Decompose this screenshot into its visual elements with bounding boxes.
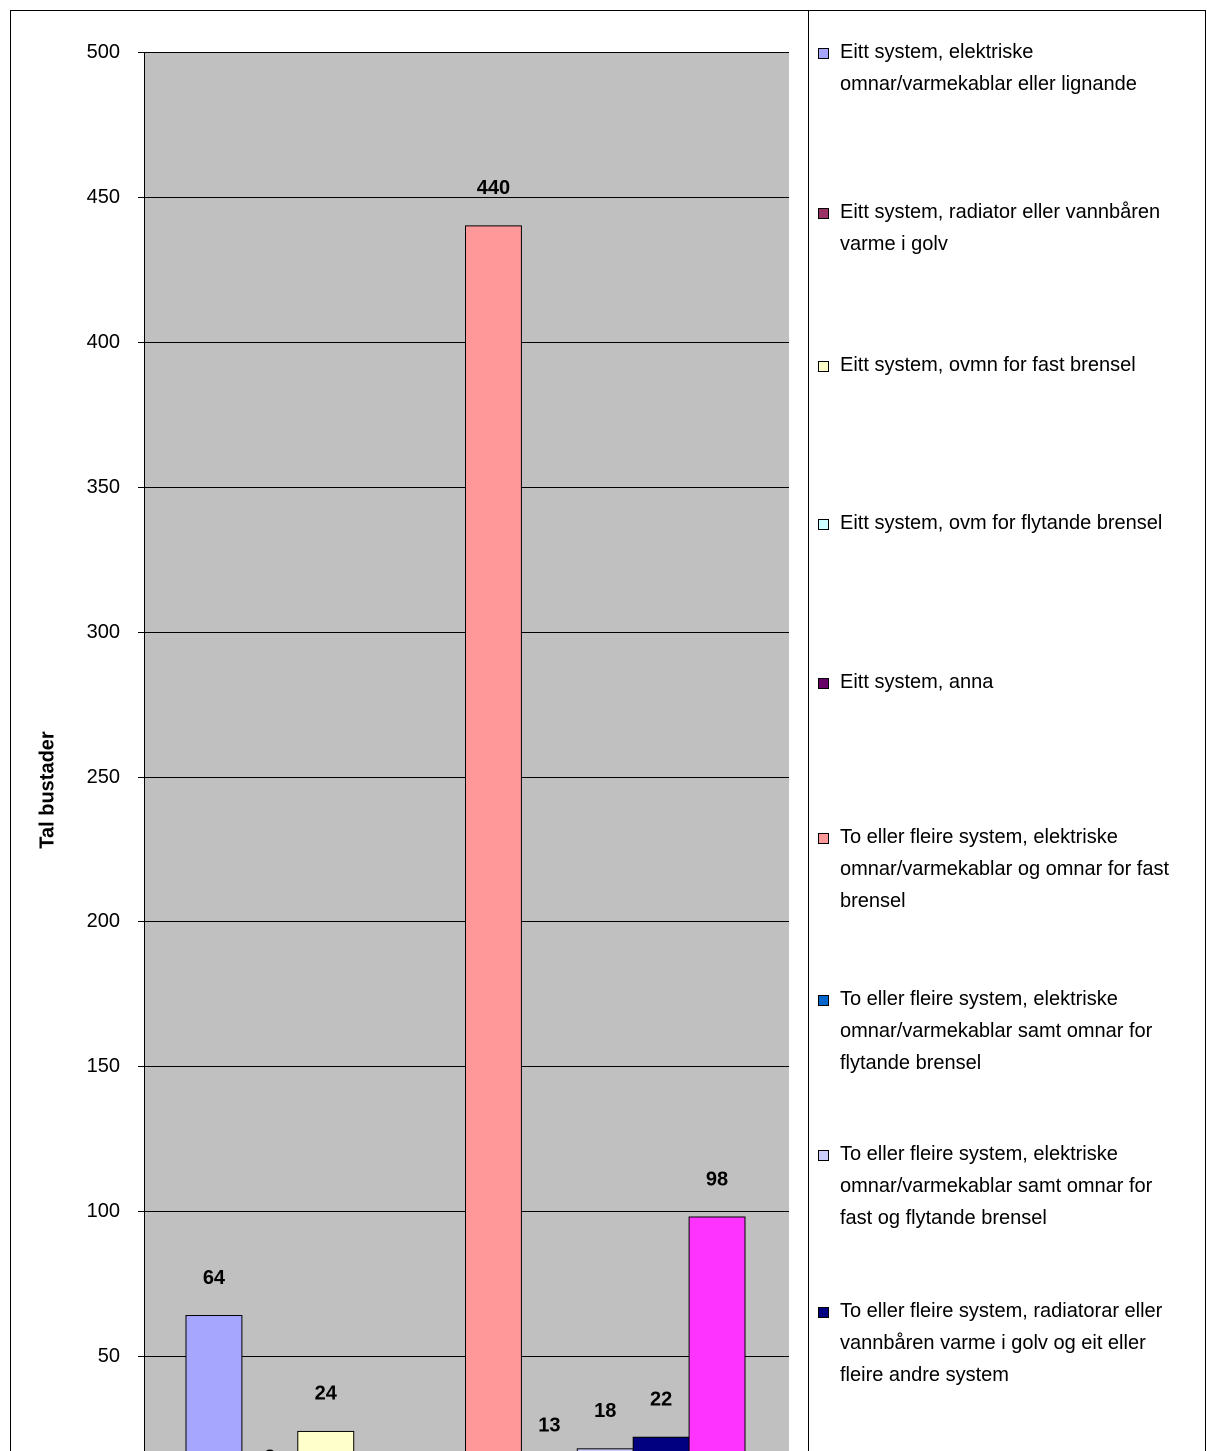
data-label: 98 <box>706 1168 728 1190</box>
legend-swatch <box>818 48 829 59</box>
y-tick-label: 50 <box>98 1345 120 1367</box>
y-tick-label: 400 <box>87 331 120 353</box>
data-label: 64 <box>203 1267 226 1289</box>
data-label: 24 <box>315 1383 338 1405</box>
data-label: 22 <box>650 1389 672 1411</box>
y-tick-label: 100 <box>87 1200 120 1222</box>
legend-swatch <box>818 1307 829 1318</box>
bar <box>465 225 522 1451</box>
legend-swatch <box>818 833 829 844</box>
legend-label: Eitt system, elektriske omnar/varmekabla… <box>840 41 1137 95</box>
bar <box>297 1430 355 1451</box>
y-axis-label: Tal bustader <box>36 731 58 849</box>
legend-label: Eitt system, radiator eller vannbåren va… <box>840 201 1161 255</box>
legend-label: To eller fleire system, elektriske omnar… <box>840 988 1153 1074</box>
legend-swatch <box>818 678 829 689</box>
y-tick-label: 250 <box>87 766 120 788</box>
legend-label: Eitt system, anna <box>840 671 994 693</box>
y-tick-label: 450 <box>87 186 120 208</box>
data-label: 13 <box>538 1415 560 1437</box>
legend-label: Eitt system, ovm for flytande brensel <box>840 512 1163 534</box>
y-tick-label: 150 <box>87 1055 120 1077</box>
bar <box>185 1315 243 1451</box>
y-tick-label: 350 <box>87 476 120 498</box>
y-tick-label: 300 <box>87 621 120 643</box>
legend-swatch <box>818 208 829 219</box>
y-tick-label: 200 <box>87 910 120 932</box>
data-label: 18 <box>594 1400 616 1422</box>
data-label: 2 <box>264 1446 275 1451</box>
legend-label: To eller fleire system, elektriske omnar… <box>840 1143 1153 1229</box>
legend-swatch <box>818 995 829 1006</box>
legend-swatch <box>818 361 829 372</box>
bar <box>632 1436 690 1451</box>
legend-swatch <box>818 519 829 530</box>
legend-swatch <box>818 1150 829 1161</box>
legend-label: To eller fleire system, radiatorar eller… <box>840 1300 1163 1386</box>
data-label: 440 <box>477 177 510 199</box>
y-tick-label: 500 <box>87 41 120 63</box>
legend-label: Eitt system, ovmn for fast brensel <box>840 354 1136 376</box>
legend-label: To eller fleire system, elektriske omnar… <box>840 826 1170 912</box>
bar <box>576 1448 634 1451</box>
bar <box>688 1216 746 1451</box>
